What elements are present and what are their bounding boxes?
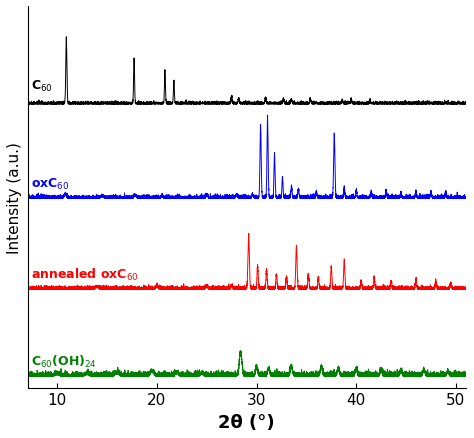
- Text: annealed oxC$_{60}$: annealed oxC$_{60}$: [31, 266, 139, 283]
- Text: C$_{60}$(OH)$_{24}$: C$_{60}$(OH)$_{24}$: [31, 353, 98, 370]
- Text: C$_{60}$: C$_{60}$: [31, 79, 54, 94]
- X-axis label: 2θ (°): 2θ (°): [219, 413, 275, 431]
- Y-axis label: Intensity (a.u.): Intensity (a.u.): [7, 141, 22, 253]
- Text: oxC$_{60}$: oxC$_{60}$: [31, 177, 70, 192]
